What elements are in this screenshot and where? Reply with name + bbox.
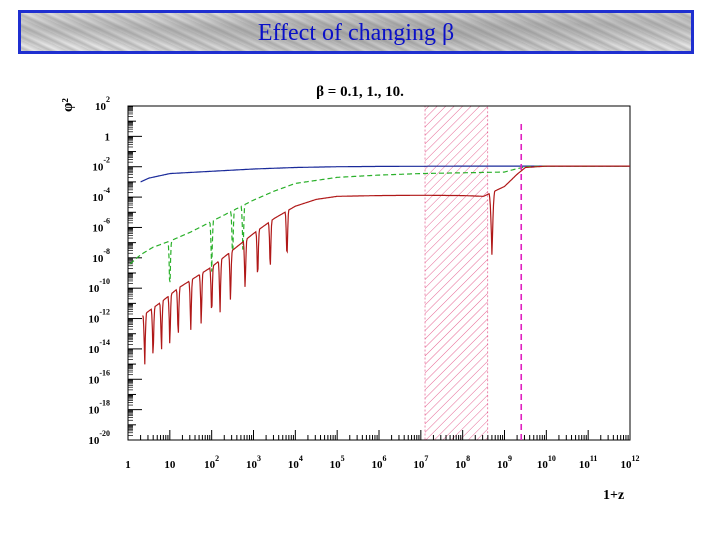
series-line-1: [129, 165, 630, 283]
x-axis-label: 1+z: [603, 488, 625, 503]
y-tick-label: 10-8: [92, 247, 110, 265]
x-tick-label: 1: [125, 459, 131, 471]
y-tick-label: 10-10: [88, 277, 110, 295]
x-tick-label: 104: [288, 454, 303, 471]
y-tick-label: 102: [95, 95, 110, 113]
x-tick-label: 108: [455, 454, 470, 471]
title-banner: Effect of changing β: [18, 10, 694, 54]
x-tick-label: 10: [164, 459, 176, 471]
x-tick-label: 107: [413, 454, 428, 471]
series-line-2: [142, 165, 630, 365]
x-tick-label: 1010: [537, 454, 556, 471]
y-tick-label: 1: [105, 131, 111, 143]
y-tick-label: 10-14: [88, 338, 110, 356]
excluded-region-band: [424, 105, 489, 441]
slide-title: Effect of changing β: [257, 20, 455, 46]
chart-title: β = 0.1, 1., 10.: [316, 84, 404, 100]
y-tick-label: 10-2: [92, 156, 110, 174]
x-tick-label: 102: [204, 454, 219, 471]
x-tick-label: 103: [246, 454, 261, 471]
series-line-0: [140, 165, 630, 183]
x-tick-label: 109: [497, 454, 512, 471]
y-tick-label: 10-16: [88, 368, 110, 386]
y-tick-label: 10-20: [88, 429, 110, 447]
y-tick-label: 10-4: [92, 186, 110, 204]
x-tick-label: 105: [330, 454, 345, 471]
x-tick-label: 106: [372, 454, 387, 471]
y-tick-label: 10-6: [92, 216, 110, 234]
x-tick-label: 1012: [621, 454, 640, 471]
y-tick-label: 10-12: [88, 308, 110, 326]
y-tick-label: 10-18: [88, 399, 110, 417]
x-tick-label: 1011: [579, 454, 598, 471]
